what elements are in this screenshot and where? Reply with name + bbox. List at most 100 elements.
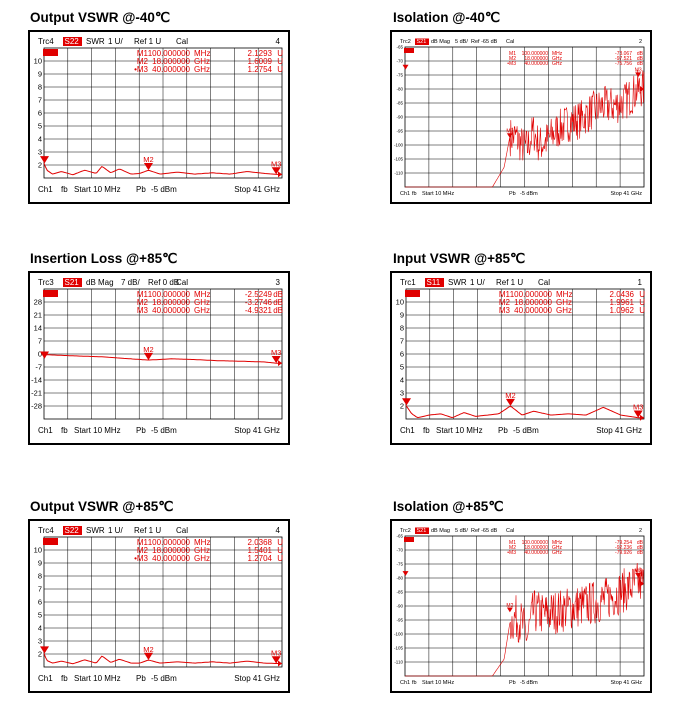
marker-value: 1.2704 [248,554,273,563]
marker-value: -92.236 [615,545,632,551]
y-tick-label: 6 [38,598,42,607]
marker-value: 2.0368 [248,538,273,547]
footer-pb: Pb [509,191,516,197]
footer-start: Start 10 MHz [74,185,121,194]
marker-freq-unit: MHz [552,540,563,546]
marker-value: -73.067 [615,51,632,57]
chart-svg: Trc2 S21 dB Mag 5 dB/Ref -65 dB Cal 2 -65 -70 -7… [394,38,645,197]
marker-value: -3.2746 [245,298,273,307]
y-tick-label: -80 [396,576,403,581]
ref-label: Ref -65 dB [471,528,498,534]
panel-title: Isolation @-40℃ [393,10,501,25]
y-tick-label: 7 [38,96,42,105]
marker-value: -79.254 [615,540,632,546]
marker-label: •M3 [134,65,148,74]
y-tick-label: 8 [400,324,404,333]
marker-tag: M2 [505,391,515,400]
marker-triangle [271,355,281,364]
marker-triangle [506,133,513,139]
marker-freq: 100.000000 [148,538,191,547]
y-tick-label: -65 [396,45,403,50]
marker-freq-unit: GHz [556,298,572,307]
y-tick-label: -95 [396,129,403,134]
ref-label: Ref -65 dB [471,39,498,45]
marker-tag: M2 [143,345,153,354]
marker-value-unit: U [639,306,645,315]
marker-freq: 40.000000 [524,61,548,67]
y-tick-label: -85 [396,590,403,595]
y-tick-label: -80 [396,87,403,92]
marker-value-unit: dB [637,545,644,551]
vna-chart-input-vswr-plus85: Trc1 S11 SWR 1 U/Ref 1 U Cal 1 10 9 8 7 6 5 4 3 2 M1 100… [390,271,652,445]
marker-triangle [271,656,281,664]
ref-arrow [640,580,644,587]
marker-value-unit: dB [637,540,644,546]
y-tick-label: -100 [394,143,404,148]
ref-marker-tag [43,49,58,56]
ref-arrow [278,360,282,367]
marker-triangle [633,410,643,418]
marker-triangle [143,162,153,171]
marker-freq: 18.000000 [524,56,548,62]
marker-freq-unit: GHz [552,61,563,67]
y-tick-label: -7 [35,363,42,372]
marker-freq: 100.000000 [522,51,549,57]
marker-label: M1 [499,290,511,299]
marker-value-unit: dB [637,550,644,556]
y-tick-label: -95 [396,618,403,623]
marker-triangle [506,607,513,613]
y-tick-label: -65 [396,534,403,539]
format-label: SWR [86,526,105,535]
footer-pb: Pb [136,426,146,435]
ref-label: Ref 1 U [134,526,161,535]
marker-freq: 18.000000 [152,298,190,307]
y-tick-label: -70 [396,59,403,64]
y-tick-label: 10 [396,298,404,307]
marker-triangle [143,652,153,660]
cal-label: Cal [176,526,188,535]
marker-value: -79.926 [615,550,632,556]
footer-channel: Ch1 [38,426,53,435]
marker-label: M2 [509,56,516,62]
y-tick-label: 4 [38,135,42,144]
param-label: S21 [65,278,80,287]
panel-title: Output VSWR @-40℃ [30,10,171,25]
y-tick-label: -14 [31,376,42,385]
marker-triangle [40,646,50,654]
marker-label: M1 [137,49,149,58]
y-tick-label: -90 [396,604,403,609]
marker-freq: 100.000000 [148,49,191,58]
y-tick-label: 21 [34,311,42,320]
y-tick-label: 3 [38,637,42,646]
marker-freq: 40.000000 [524,550,548,556]
marker-tag: M3 [271,648,281,657]
y-tick-label: -110 [394,660,403,665]
footer-start: Start 10 MHz [422,680,454,686]
marker-freq-unit: GHz [194,554,210,563]
marker-value: -4.9321 [245,306,273,315]
marker-value: 1.0962 [610,306,635,315]
footer-power: -5 dBm [520,191,538,197]
y-tick-label: 7 [400,337,404,346]
channel-number: 4 [276,37,281,46]
plot-grid [404,535,645,677]
cal-label: Cal [506,528,514,534]
panel-title: Isolation @+85℃ [393,499,504,514]
footer-start: Start 10 MHz [74,674,121,683]
y-tick-label: 0 [38,350,42,359]
marker-tag: M2 [506,129,513,135]
marker-triangle [40,351,50,359]
trace-label: Trc3 [38,278,54,287]
marker-value-unit: dB [273,290,283,299]
marker-triangle [505,398,515,407]
marker-label: M2 [499,298,511,307]
channel-number: 2 [639,528,642,534]
y-tick-label: 2 [38,650,42,659]
chart-svg: Trc2 S21 dB Mag 5 dB/Ref -65 dB Cal 2 -65 -70 -7… [394,527,645,686]
marker-tag: M2 [143,645,153,654]
marker-triangle [402,571,409,576]
footer-channel: Ch1 [400,191,410,197]
marker-tag: M3 [271,159,281,168]
y-tick-label: -28 [31,402,42,411]
y-tick-label: 5 [400,363,404,372]
